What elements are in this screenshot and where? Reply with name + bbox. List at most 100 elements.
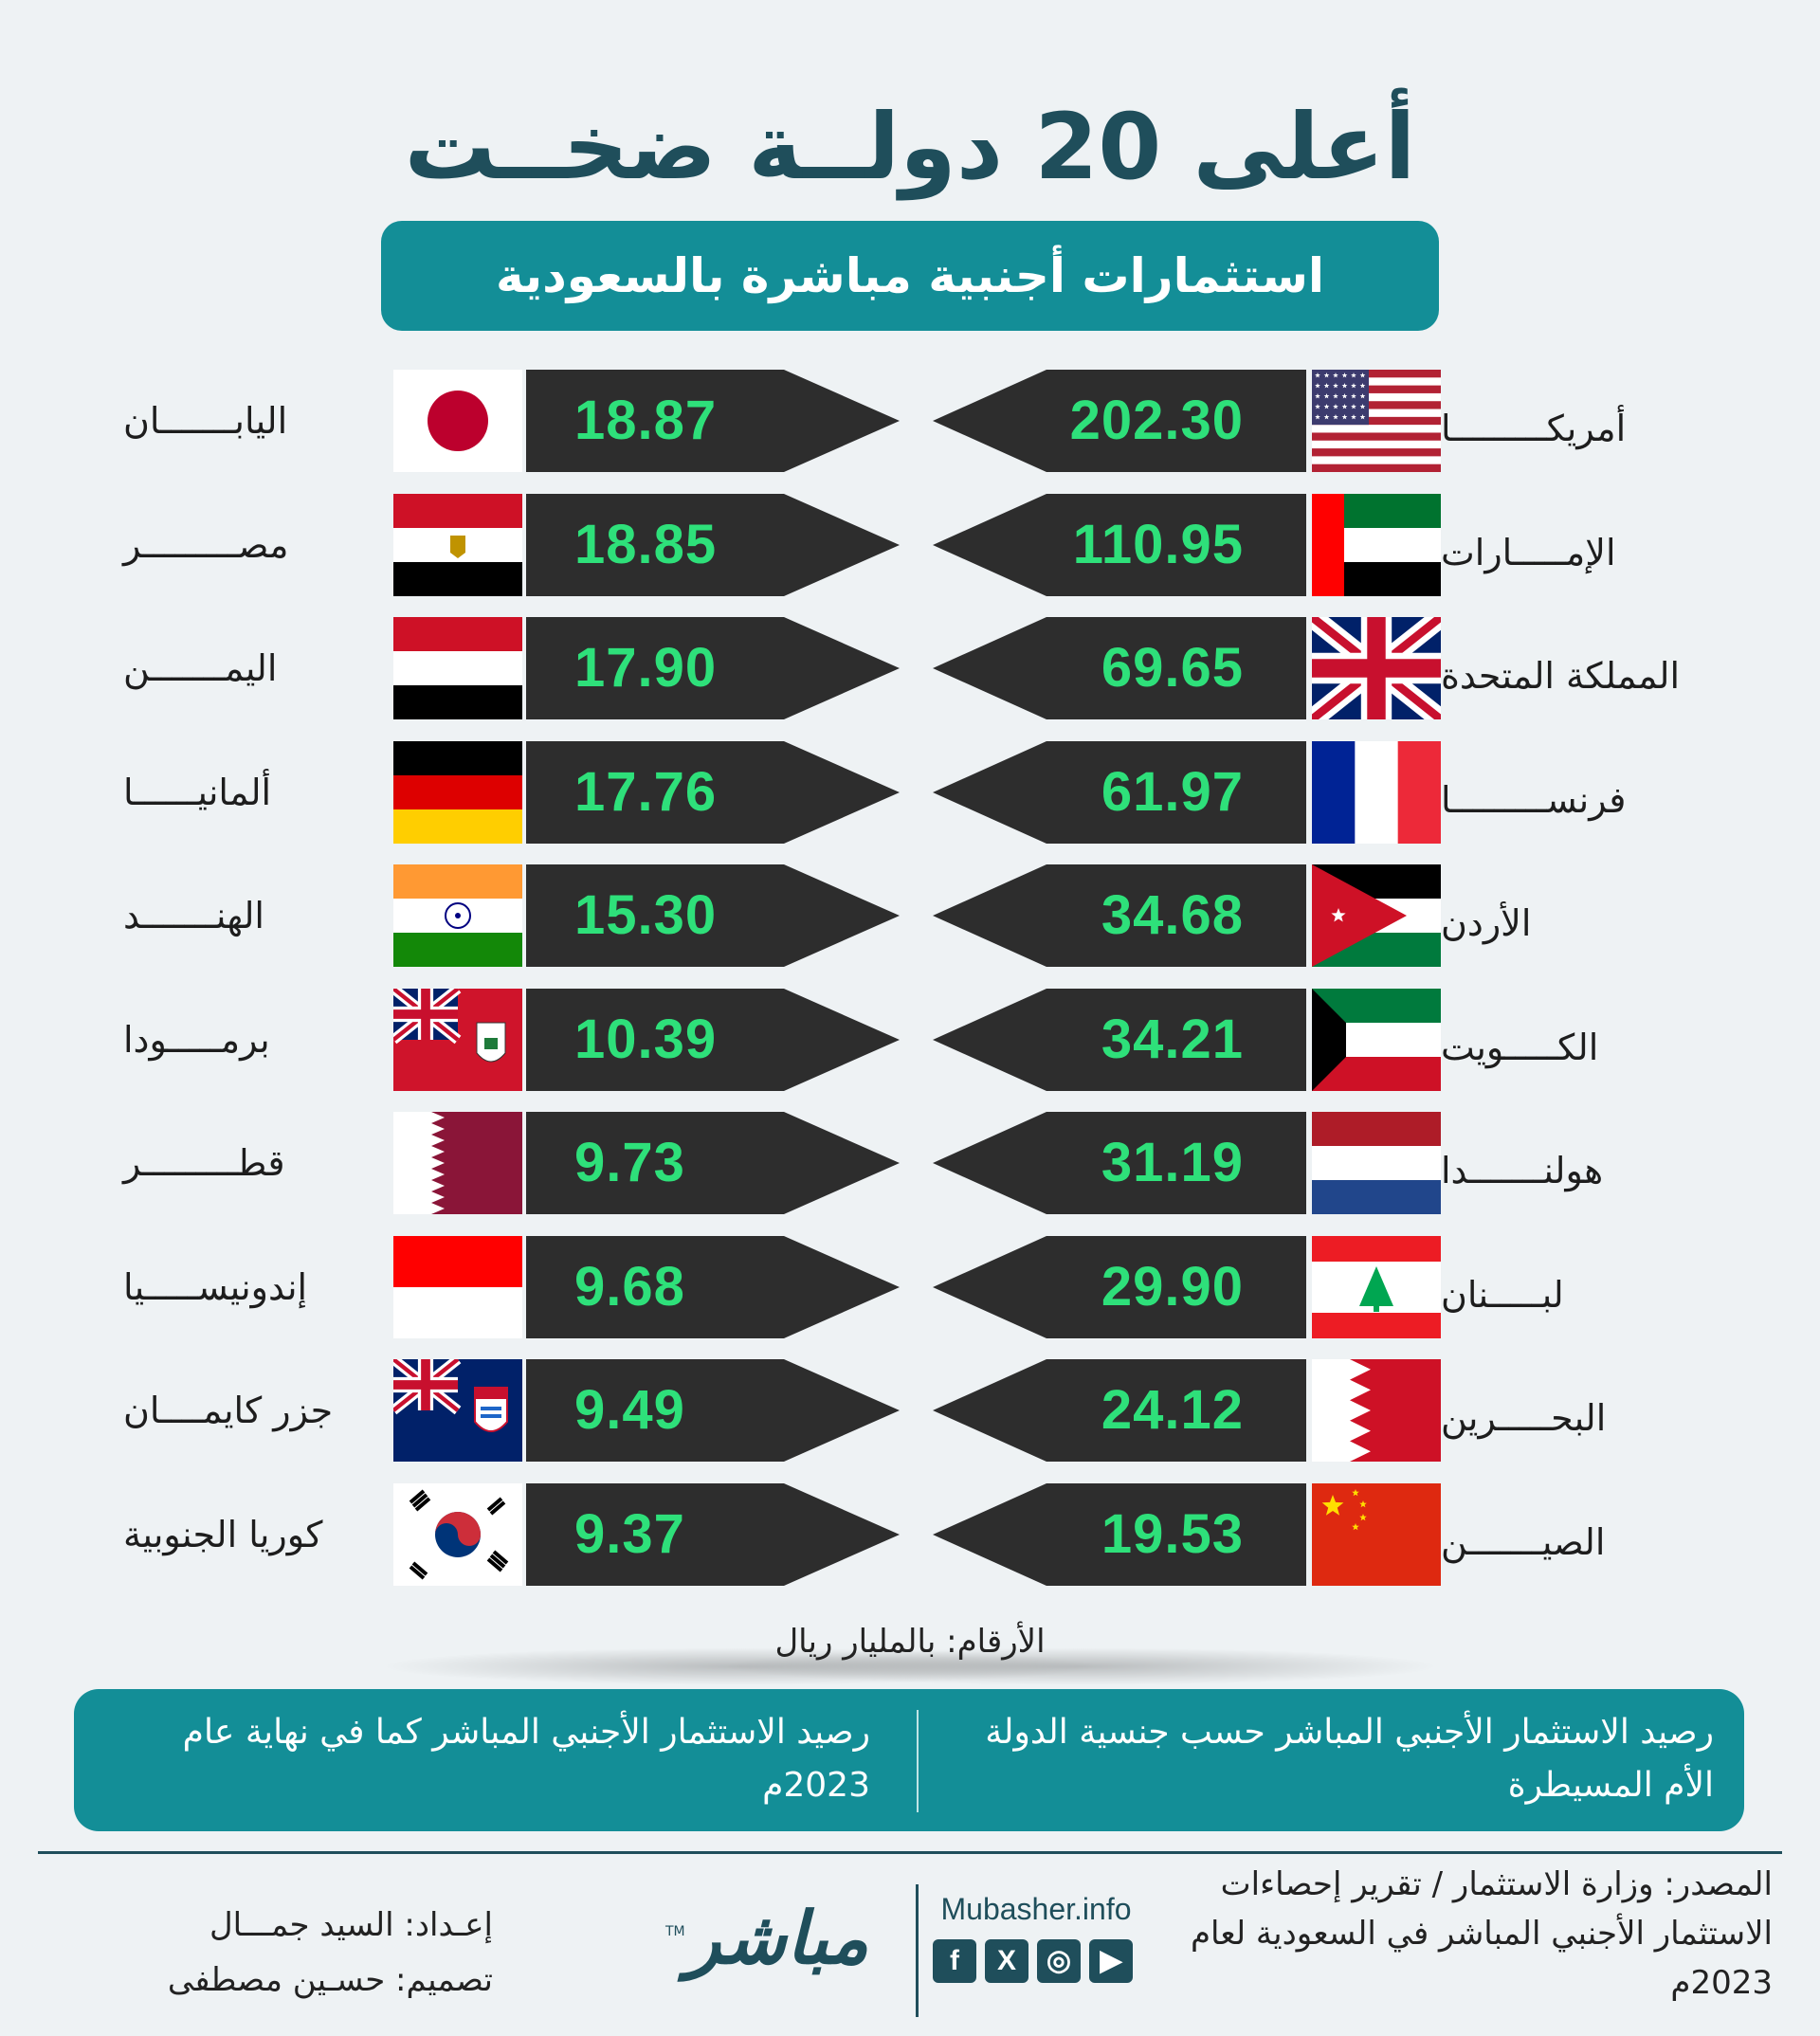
right-row: 110.95 الإمـــــارات — [0, 494, 1820, 596]
right-row: 34.21 الكـــــويت — [0, 989, 1820, 1091]
country-name: الأردن — [1441, 902, 1532, 944]
fdi-value: 18.87 — [574, 390, 718, 451]
value-arrow — [933, 989, 1306, 1091]
indonesia-flag-icon — [393, 1236, 522, 1338]
germany-flag-icon — [393, 741, 522, 844]
fdi-value: 34.21 — [1101, 1009, 1244, 1070]
shadow-left — [379, 1647, 1100, 1685]
country-name: كوريا الجنوبية — [123, 1514, 323, 1555]
facebook-icon[interactable]: f — [933, 1939, 976, 1983]
country-name: برمـــــودا — [123, 1019, 270, 1061]
fdi-value: 9.73 — [574, 1132, 685, 1193]
netherlands-flag-icon — [1312, 1112, 1441, 1214]
jordan-flag-icon — [1312, 864, 1441, 967]
bermuda-flag-icon — [393, 989, 522, 1091]
value-arrow — [933, 741, 1306, 844]
country-name: مصـــــــــر — [123, 524, 289, 566]
country-name: فرنســـــــــا — [1441, 779, 1627, 821]
mubasher-logo: مباشر — [685, 1896, 869, 1980]
prepared-by: إعـداد: السيد جمـــال — [209, 1906, 493, 1944]
info-divider — [917, 1710, 919, 1812]
fdi-value: 29.90 — [1101, 1256, 1244, 1318]
country-name: أمريكـــــــــا — [1441, 408, 1627, 449]
right-row: 69.65 المملكة المتحدة — [0, 617, 1820, 719]
fdi-value: 10.39 — [574, 1009, 718, 1070]
value-arrow — [933, 1236, 1306, 1338]
right-row: 24.12 البحـــــرين — [0, 1359, 1820, 1462]
uae-flag-icon — [1312, 494, 1441, 596]
fdi-value: 69.65 — [1101, 637, 1244, 699]
egypt-flag-icon — [393, 494, 522, 596]
left-row: 9.49 جزر كايمــــان — [0, 1359, 1820, 1462]
info-box: رصيد الاستثمار الأجنبي المباشر حسب جنسية… — [74, 1689, 1744, 1831]
fdi-value: 31.19 — [1101, 1132, 1244, 1193]
left-row: 10.39 برمـــــودا — [0, 989, 1820, 1091]
value-arrow — [933, 370, 1306, 472]
country-name: قطـــــــــر — [123, 1142, 285, 1184]
left-row: 18.85 مصـــــــــر — [0, 494, 1820, 596]
value-arrow — [526, 864, 900, 967]
fdi-value: 110.95 — [1072, 514, 1244, 575]
info-text-left: رصيد الاستثمار الأجنبي المباشر كما في نه… — [182, 1713, 870, 1805]
logo-divider — [916, 1884, 919, 2017]
yemen-flag-icon — [393, 617, 522, 719]
bahrain-flag-icon — [1312, 1359, 1441, 1462]
fdi-value: 34.68 — [1101, 884, 1244, 946]
india-flag-icon — [393, 864, 522, 967]
value-arrow — [526, 1359, 900, 1462]
fdi-value: 9.37 — [574, 1503, 685, 1565]
fdi-value: 15.30 — [574, 884, 718, 946]
value-arrow — [933, 1112, 1306, 1214]
value-arrow — [526, 617, 900, 719]
usa-flag-icon — [1312, 370, 1441, 472]
right-row: 202.30 أمريكـــــــــا — [0, 370, 1820, 472]
china-flag-icon — [1312, 1483, 1441, 1586]
value-arrow — [933, 494, 1306, 596]
design-by: تصميم: حسـين مصطفى — [167, 1961, 493, 1999]
right-row: 61.97 فرنســـــــــا — [0, 741, 1820, 844]
lebanon-flag-icon — [1312, 1236, 1441, 1338]
fdi-value: 17.76 — [574, 761, 718, 823]
value-arrow — [933, 1359, 1306, 1462]
fdi-value: 24.12 — [1101, 1379, 1244, 1441]
left-row: 9.73 قطـــــــــر — [0, 1112, 1820, 1214]
website-link[interactable]: Mubasher.info — [940, 1892, 1132, 1926]
value-arrow — [526, 370, 900, 472]
uk-flag-icon — [1312, 617, 1441, 719]
trademark-mark: TM — [665, 1924, 685, 1939]
left-row: 15.30 الهنـــــــد — [0, 864, 1820, 967]
country-name: جزر كايمــــان — [123, 1390, 334, 1431]
fdi-value: 61.97 — [1101, 761, 1244, 823]
value-arrow — [526, 1483, 900, 1586]
instagram-icon[interactable]: ◎ — [1037, 1939, 1081, 1983]
left-row: 9.68 إندونيســـــيا — [0, 1236, 1820, 1338]
left-row: 17.90 اليمـــــــن — [0, 617, 1820, 719]
right-row: 29.90 لبـــــنان — [0, 1236, 1820, 1338]
right-row: 19.53 الصيـــــــن — [0, 1483, 1820, 1586]
country-name: اليابـــــــان — [123, 400, 288, 442]
info-text-right: رصيد الاستثمار الأجنبي المباشر حسب جنسية… — [985, 1713, 1714, 1805]
footer-divider — [38, 1851, 1782, 1854]
fdi-value: 19.53 — [1101, 1503, 1244, 1565]
x-icon[interactable]: X — [985, 1939, 1028, 1983]
country-name: الإمـــــارات — [1441, 532, 1616, 573]
fdi-value: 17.90 — [574, 637, 718, 699]
left-row: 18.87 اليابـــــــان — [0, 370, 1820, 472]
kuwait-flag-icon — [1312, 989, 1441, 1091]
unit-note: الأرقام: بالمليار ريال — [774, 1623, 1046, 1661]
right-row: 31.19 هولنـــــــدا — [0, 1112, 1820, 1214]
fdi-value: 18.85 — [574, 514, 718, 575]
value-arrow — [526, 989, 900, 1091]
country-name: اليمـــــــن — [123, 647, 278, 689]
credits: إعـداد: السيد جمـــال تصميم: حسـين مصطفى — [57, 1898, 493, 2008]
youtube-icon[interactable]: ▶ — [1089, 1939, 1133, 1983]
country-name: هولنـــــــدا — [1441, 1150, 1604, 1191]
cayman-flag-icon — [393, 1359, 522, 1462]
right-row: 34.68 الأردن — [0, 864, 1820, 967]
source-text: المصدر: وزارة الاستثمار / تقرير إحصاءات … — [1190, 1865, 1773, 2002]
value-arrow — [526, 1112, 900, 1214]
value-arrow — [933, 1483, 1306, 1586]
country-name: الهنـــــــد — [123, 895, 264, 936]
country-name: ألمانيــــــا — [123, 772, 272, 813]
value-arrow — [933, 864, 1306, 967]
